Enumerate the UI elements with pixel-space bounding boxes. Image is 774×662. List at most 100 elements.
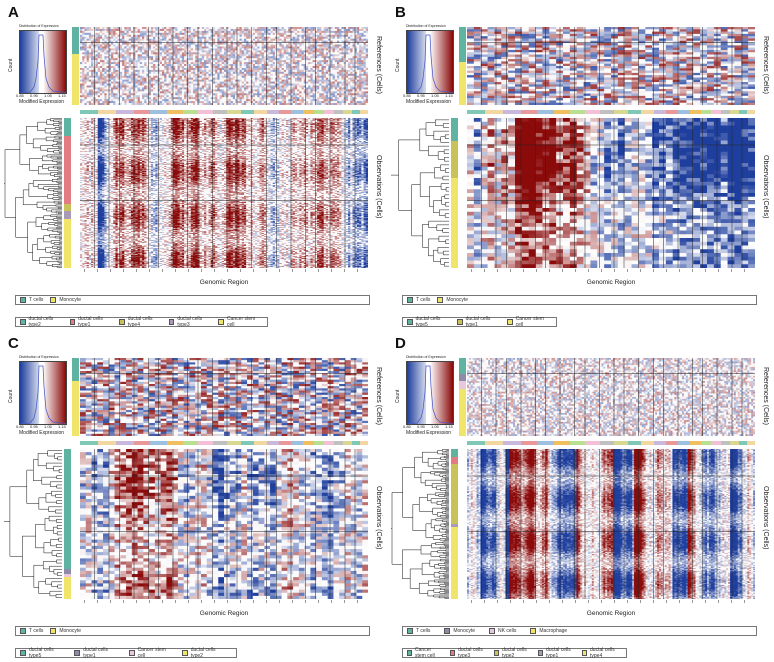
chromosome-segment [267, 110, 280, 114]
observation-annotation-bar-segment [64, 218, 71, 268]
genomic-tick [175, 600, 176, 603]
panel-c: C Distribution of Expression Count 0.85 0.95… [0, 331, 387, 662]
observation-annotation-bar-segment [451, 456, 458, 464]
reference-axis-label: References (Cells) [375, 367, 382, 425]
genomic-tick [253, 600, 254, 603]
chromosome-segment [485, 441, 504, 445]
color-key-tick: 1.05 [431, 93, 439, 98]
color-key-tick: 1.15 [445, 424, 453, 429]
chromosome-segment [227, 110, 241, 114]
legend-label: ductal cells type1 [78, 316, 103, 328]
genomic-tick [575, 600, 576, 603]
chromosome-segment [720, 441, 731, 445]
legend-item: T cells [407, 297, 430, 303]
legend-item: ductal cells type2 [20, 316, 63, 328]
genomic-tick [484, 269, 485, 272]
genomic-region-ticks [80, 600, 368, 606]
color-key: Distribution of Expression Count 0.85 0.95 1… [5, 22, 70, 107]
reference-axis-label: References (Cells) [375, 36, 382, 94]
chromosome-segment [738, 110, 748, 114]
genomic-tick [305, 269, 306, 272]
legend-label: T cells [29, 297, 44, 303]
genomic-tick [201, 269, 202, 272]
legend-item: T cells [407, 628, 430, 634]
chromosome-segment [710, 441, 721, 445]
observation-annotation-bar-segment [451, 524, 458, 527]
reference-legend: T cells Monocyte [402, 295, 757, 305]
chromosome-segment [627, 441, 642, 445]
observation-axis-label: Observations (Cells) [375, 155, 382, 219]
chromosome-segment [116, 110, 134, 114]
color-key-tick: 0.85 [16, 93, 24, 98]
observation-annotation-bar-segment [64, 569, 71, 574]
legend-label: Cancer stem cell [226, 316, 256, 328]
chromosome-bar [467, 110, 756, 114]
chromosome-segment [313, 110, 324, 114]
chromosome-segment [569, 441, 585, 445]
reference-annotation-bar [72, 27, 79, 105]
chromosome-segment [720, 110, 731, 114]
chromosome-segment [197, 441, 213, 445]
chromosome-segment [227, 441, 241, 445]
genomic-tick [344, 269, 345, 272]
chromosome-segment [182, 110, 198, 114]
genomic-tick [744, 269, 745, 272]
chromosome-segment [666, 110, 679, 114]
reference-legend: T cells Monocyte [15, 626, 370, 636]
genomic-tick [614, 600, 615, 603]
x-axis-label: Genomic Region [586, 610, 636, 617]
genomic-tick [292, 269, 293, 272]
genomic-tick [614, 269, 615, 272]
legend-item: Cancer stem cell [218, 316, 260, 328]
reference-annotation-bar-segment [459, 27, 466, 63]
observation-annotation-bar-segment [64, 136, 71, 204]
observation-annotation-bar [64, 118, 71, 268]
dendrogram-branches [4, 450, 62, 598]
panel-letter: D [395, 335, 406, 352]
chromosome-segment [485, 110, 504, 114]
chromosome-segment [520, 110, 538, 114]
reference-heatmap [467, 358, 755, 436]
legend-item: ductal cells type3 [168, 316, 212, 328]
color-key-tick: 0.95 [417, 424, 425, 429]
legend-label: Cancer stem cell [515, 316, 544, 328]
legend-label: ductal cells type4 [127, 316, 153, 328]
reference-annotation-bar [459, 27, 466, 105]
genomic-tick [110, 600, 111, 603]
observation-annotation-bar [451, 449, 458, 599]
chromosome-segment [678, 110, 690, 114]
legend-label: Monocyte [446, 297, 469, 303]
color-key-tick: 1.15 [58, 424, 66, 429]
genomic-tick [344, 600, 345, 603]
reference-annotation-bar-segment [459, 358, 466, 374]
legend-swatch [530, 628, 537, 634]
legend-label: ductal cells type2 [190, 647, 216, 659]
genomic-tick [136, 269, 137, 272]
chromosome-segment [641, 110, 655, 114]
legend-swatch [128, 650, 135, 656]
observation-legend: ductal cells type5 ductal cells type1 Canc… [402, 316, 557, 328]
genomic-tick [97, 269, 98, 272]
genomic-tick [123, 269, 124, 272]
chromosome-segment [279, 110, 292, 114]
genomic-tick [110, 269, 111, 272]
reference-legend: T cells Monocyte [15, 295, 370, 305]
genomic-tick [214, 269, 215, 272]
legend-item: Cancer stem cell [128, 647, 175, 659]
legend-item: ductal cells type1 [457, 316, 500, 328]
genomic-tick [201, 600, 202, 603]
legend-item: ductal cells type3 [450, 647, 487, 659]
chromosome-segment [212, 110, 228, 114]
color-key-title: Distribution of Expression [406, 24, 446, 28]
color-key-xlabel: Modified Expression [19, 99, 65, 105]
chromosome-segment [503, 110, 521, 114]
chromosome-segment [343, 441, 352, 445]
chromosome-segment [537, 110, 554, 114]
reference-annotation-bar-segment [459, 373, 466, 382]
chromosome-segment [323, 441, 334, 445]
legend-swatch [20, 319, 26, 325]
legend-item: ductal cells type1 [69, 316, 113, 328]
legend-swatch [582, 650, 588, 656]
color-key: Distribution of Expression Count 0.85 0.95 1… [5, 353, 70, 438]
legend-item: ductal cells type4 [119, 316, 162, 328]
